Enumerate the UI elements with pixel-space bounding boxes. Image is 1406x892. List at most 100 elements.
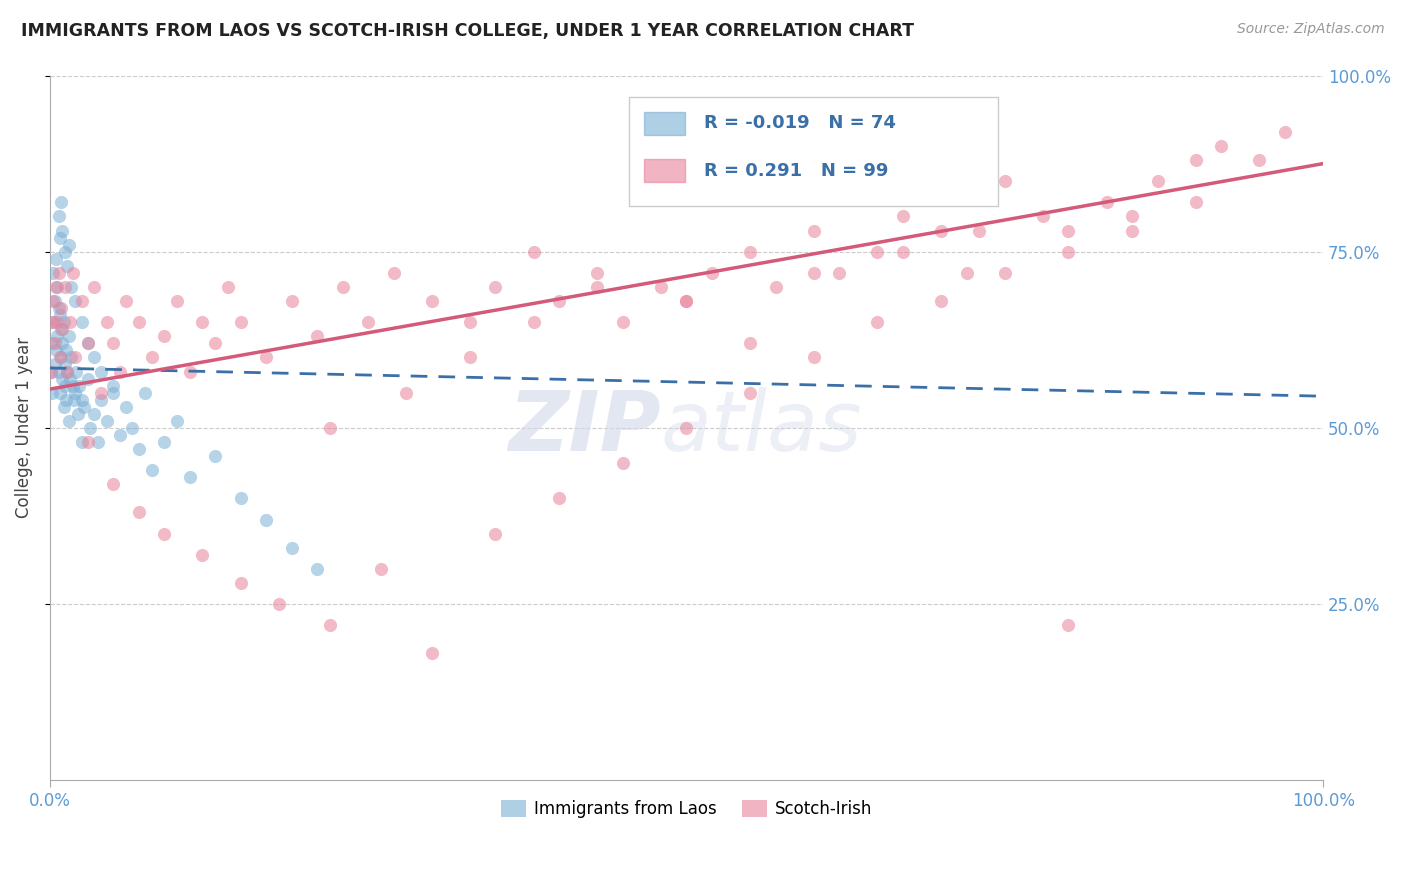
Point (484, 526, 506, 541)
Point (42, 293, 65, 308)
Point (96, 414, 118, 428)
Point (60, 351, 83, 365)
Point (612, 456, 634, 470)
Point (42, 266, 65, 280)
Point (103, 477, 125, 491)
Point (128, 442, 150, 456)
Point (121, 421, 143, 435)
FancyBboxPatch shape (628, 96, 998, 206)
Point (280, 293, 302, 308)
Point (70, 392, 93, 407)
Point (1057, 618, 1080, 632)
Point (803, 351, 825, 365)
Point (548, 491, 571, 506)
Point (179, 470, 201, 484)
Point (58, 329, 80, 343)
Text: R = -0.019   N = 74: R = -0.019 N = 74 (704, 114, 896, 132)
Point (59, 371, 82, 385)
Point (52, 400, 75, 414)
Point (48, 301, 70, 315)
Point (42, 315, 65, 329)
Point (891, 244, 914, 259)
Text: IMMIGRANTS FROM LAOS VS SCOTCH-IRISH COLLEGE, UNDER 1 YEAR CORRELATION CHART: IMMIGRANTS FROM LAOS VS SCOTCH-IRISH COL… (21, 22, 914, 40)
Point (1184, 153, 1206, 167)
Point (204, 336, 226, 351)
Point (229, 491, 252, 506)
Point (866, 244, 889, 259)
Point (523, 244, 546, 259)
Point (1095, 195, 1118, 210)
Point (153, 526, 176, 541)
Point (319, 618, 342, 632)
Point (70, 435, 93, 450)
Text: R = 0.291   N = 99: R = 0.291 N = 99 (704, 161, 889, 179)
Point (267, 597, 290, 611)
Point (738, 336, 761, 351)
Point (62, 378, 84, 392)
Point (49, 351, 72, 365)
Point (254, 512, 277, 526)
Point (1184, 195, 1206, 210)
Point (650, 280, 672, 294)
Point (969, 223, 991, 237)
Point (67, 378, 90, 392)
Point (420, 293, 443, 308)
Point (49, 308, 72, 322)
Point (53, 244, 76, 259)
Point (153, 435, 176, 450)
Point (41, 336, 63, 351)
Point (66, 407, 89, 421)
Point (484, 280, 506, 294)
Point (166, 414, 188, 428)
Point (39, 365, 62, 379)
Point (49, 322, 72, 336)
Point (675, 293, 697, 308)
Point (675, 293, 697, 308)
Point (83, 280, 105, 294)
Point (51, 223, 73, 237)
Point (204, 449, 226, 463)
Point (70, 315, 93, 329)
Text: atlas: atlas (661, 387, 862, 468)
Point (41, 315, 63, 329)
Point (420, 647, 443, 661)
Point (280, 541, 302, 555)
Point (191, 315, 214, 329)
Point (48, 210, 70, 224)
Point (46, 280, 69, 294)
Point (1121, 210, 1143, 224)
Legend: Immigrants from Laos, Scotch-Irish: Immigrants from Laos, Scotch-Irish (494, 793, 879, 825)
Point (83, 351, 105, 365)
Point (49, 385, 72, 400)
Point (994, 174, 1017, 188)
Point (955, 266, 977, 280)
Point (63, 293, 86, 308)
Point (523, 315, 546, 329)
Point (76, 336, 98, 351)
Point (675, 421, 697, 435)
Point (63, 351, 86, 365)
Point (52, 315, 75, 329)
Point (56, 365, 79, 379)
Point (1146, 174, 1168, 188)
Point (73, 400, 96, 414)
Point (179, 365, 201, 379)
Point (49, 301, 72, 315)
Point (49, 230, 72, 244)
Point (700, 266, 723, 280)
Point (70, 293, 93, 308)
Point (90, 365, 112, 379)
Text: Source: ZipAtlas.com: Source: ZipAtlas.com (1237, 22, 1385, 37)
Point (56, 365, 79, 379)
Point (929, 223, 952, 237)
Point (58, 414, 80, 428)
Point (49, 351, 72, 365)
Point (60, 280, 83, 294)
Point (103, 385, 125, 400)
Point (548, 293, 571, 308)
Point (63, 392, 86, 407)
Point (738, 385, 761, 400)
Point (115, 293, 138, 308)
Point (48, 266, 70, 280)
Point (79, 421, 101, 435)
